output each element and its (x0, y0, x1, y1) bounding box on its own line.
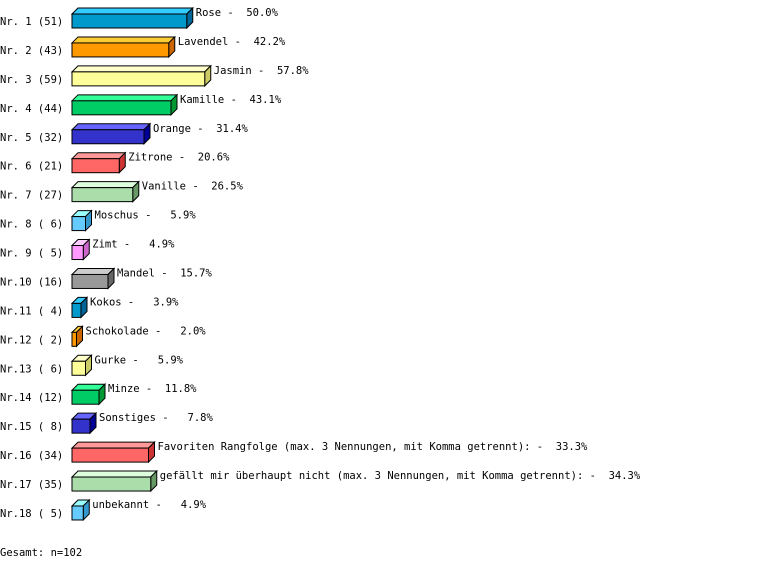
row-rank-label: Nr.16 (34) (0, 450, 63, 462)
bar (71, 389, 100, 405)
bar (71, 187, 134, 203)
row-rank-label: Nr.13 ( 6) (0, 363, 63, 375)
row-rank-label: Nr.14 (12) (0, 392, 63, 404)
row-rank-label: Nr.10 (16) (0, 276, 63, 288)
row-rank-label: Nr.15 ( 8) (0, 421, 63, 433)
bar-top-face (70, 123, 152, 131)
row-rank-label: Nr.12 ( 2) (0, 334, 63, 346)
row-rank-label: Nr. 5 (32) (0, 132, 63, 144)
row-rank-label: Nr.11 ( 4) (0, 305, 63, 317)
bar-value-label: Kokos - 3.9% (90, 296, 179, 308)
total-count: Gesamt: n=102 (0, 547, 83, 559)
bar-top-face (70, 181, 140, 189)
bar (71, 158, 120, 174)
bar-top-face (70, 94, 179, 102)
bar (71, 360, 86, 376)
bar (71, 447, 149, 463)
bar (71, 42, 170, 58)
bar-value-label: Favoriten Rangfolge (max. 3 Nennungen, m… (158, 441, 589, 453)
bar-value-label: Rose - 50.0% (196, 7, 279, 19)
bar-value-label: Orange - 31.4% (153, 123, 249, 135)
bar (71, 273, 109, 289)
bar (71, 129, 145, 145)
row-rank-label: Nr. 1 (51) (0, 16, 63, 28)
bar-value-label: Minze - 11.8% (108, 383, 197, 395)
bar (71, 302, 82, 318)
bar-value-label: Vanille - 26.5% (142, 181, 244, 193)
bar-top-face (70, 470, 158, 478)
bar (71, 418, 91, 434)
bar-value-label: Moschus - 5.9% (95, 210, 197, 222)
row-rank-label: Nr.17 (35) (0, 479, 63, 491)
bar (71, 13, 188, 29)
bar-value-label: Mandel - 15.7% (117, 267, 213, 279)
row-rank-label: Nr.18 ( 5) (0, 508, 63, 520)
bar (71, 476, 152, 492)
row-rank-label: Nr. 9 ( 5) (0, 248, 63, 260)
bar-value-label: gefällt mir überhaupt nicht (max. 3 Nenn… (160, 470, 641, 482)
row-rank-label: Nr. 7 (27) (0, 190, 63, 202)
bar-value-label: Zimt - 4.9% (92, 239, 175, 251)
bar-top-face (70, 152, 127, 160)
row-rank-label: Nr. 4 (44) (0, 103, 63, 115)
bar-value-label: Kamille - 43.1% (180, 94, 282, 106)
bar-top-face (70, 7, 194, 15)
bar-value-label: Schokolade - 2.0% (86, 325, 207, 337)
bar-top-face (70, 441, 156, 449)
bar-value-label: Gurke - 5.9% (95, 354, 184, 366)
row-rank-label: Nr. 8 ( 6) (0, 219, 63, 231)
bar-value-label: unbekannt - 4.9% (92, 499, 206, 511)
bar-top-face (70, 36, 176, 44)
bar (71, 505, 84, 521)
bar (71, 216, 86, 232)
bar-top-face (70, 267, 116, 275)
bar (71, 331, 77, 347)
row-rank-label: Nr. 2 (43) (0, 45, 63, 57)
row-rank-label: Nr. 3 (59) (0, 74, 63, 86)
bar-value-label: Jasmin - 57.8% (214, 65, 310, 77)
bar-top-face (70, 65, 212, 73)
bar (71, 100, 172, 116)
bar (71, 245, 84, 261)
bar-value-label: Zitrone - 20.6% (128, 152, 230, 164)
bar-value-label: Sonstiges - 7.8% (99, 412, 213, 424)
row-rank-label: Nr. 6 (21) (0, 161, 63, 173)
bar-value-label: Lavendel - 42.2% (178, 36, 286, 48)
bar (71, 71, 206, 87)
